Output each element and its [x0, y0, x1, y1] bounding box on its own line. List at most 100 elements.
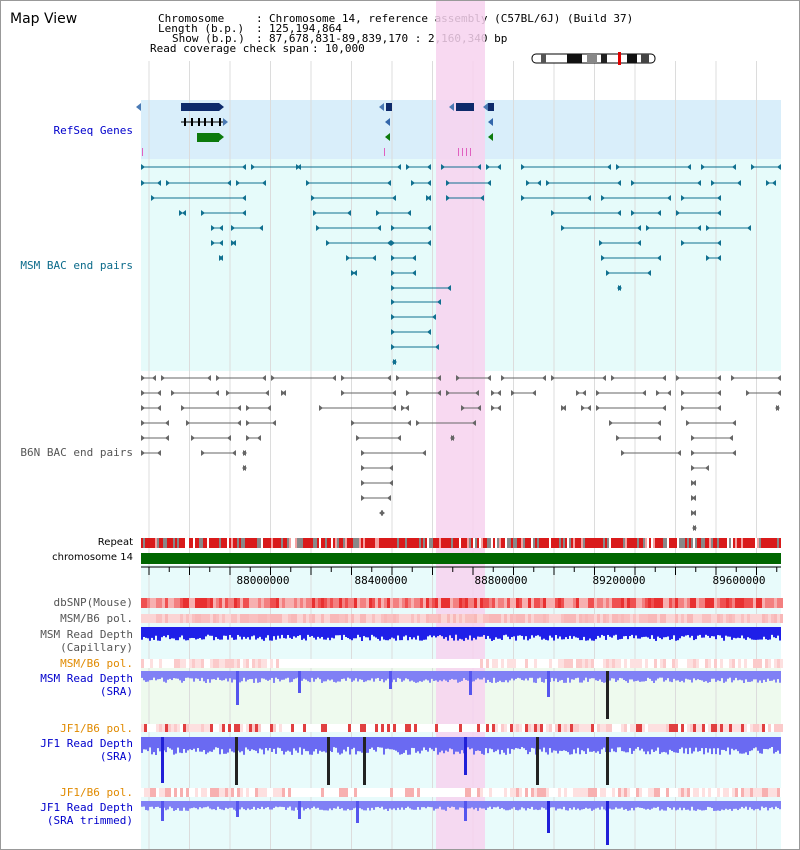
msm-b6-pol-sra-track-cell [279, 659, 282, 668]
jf1-depth-trimmed-bar [725, 801, 727, 809]
msm-b6-pol-track-cell [405, 614, 408, 623]
jf1-depth-sra-bar [321, 737, 323, 752]
jf1-depth-trimmed-bar [491, 801, 493, 810]
jf1-b6-pol-track-cell [777, 724, 780, 732]
jf1-depth-trimmed-bar [329, 801, 331, 809]
repeat-segment [287, 538, 289, 548]
track-label-msm-read-depth-capillary[interactable]: MSM Read Depth [40, 628, 133, 641]
track-label-msm-b6-pol[interactable]: MSM/B6 pol. [60, 612, 133, 625]
msm-b6-pol-sra-track-cell [573, 659, 576, 668]
msm-b6-pol-sra-track-cell [324, 659, 327, 668]
jf1-depth-sra-bar [405, 737, 407, 751]
dbsnp-track-cell [564, 598, 567, 608]
msm-bac-pair-end [697, 225, 701, 231]
msm-b6-pol-sra-track-cell [174, 659, 177, 668]
jf1-b6-pol-2-track-cell [150, 788, 153, 797]
jf1-b6-pol-track-cell [609, 724, 612, 732]
jf1-b6-pol-track-cell [168, 724, 171, 732]
msm-depth-sra-bar [493, 671, 495, 678]
jf1-b6-pol-track-cell [630, 724, 633, 732]
msm-depth-capillary-bar [685, 627, 687, 636]
track-label-msm-bac[interactable]: MSM BAC end pairs [20, 259, 133, 272]
jf1-depth-trimmed-bar [313, 801, 315, 807]
msm-depth-capillary-bar [621, 627, 623, 639]
repeat-segment [645, 538, 647, 548]
jf1-depth-sra-bar [267, 737, 269, 751]
msm-b6-pol-track-cell [570, 614, 573, 623]
msm-depth-sra-bar [453, 671, 455, 680]
jf1-depth-trimmed-bar [149, 801, 151, 807]
repeat-segment [473, 538, 475, 548]
msm-depth-capillary-bar [291, 627, 293, 639]
track-label-dbsnp[interactable]: dbSNP(Mouse) [53, 596, 133, 609]
msm-b6-pol-sra-track-cell [720, 659, 723, 668]
jf1-depth-trimmed-bar [489, 801, 491, 807]
repeat-segment [499, 538, 501, 548]
track-label-jf1-b6-pol-2[interactable]: JF1/B6 pol. [60, 786, 133, 799]
msm-b6-pol-sra-track-cell [528, 659, 531, 668]
jf1-b6-pol-2-track-cell [384, 788, 387, 797]
jf1-depth-sra-bar [619, 737, 621, 748]
msm-b6-pol-sra-track-cell [342, 659, 345, 668]
dbsnp-track-cell [339, 598, 342, 608]
msm-depth-sra-bar [499, 671, 501, 681]
jf1-depth-sra-bar [479, 737, 481, 751]
msm-depth-sra-bar [257, 671, 259, 683]
track-label-msm-b6-pol-sra[interactable]: MSM/B6 pol. [60, 657, 133, 670]
repeat-segment [703, 538, 705, 548]
msm-depth-sra-bar [225, 671, 227, 679]
jf1-b6-pol-2-track-cell [486, 788, 489, 797]
msm-b6-pol-track-cell [774, 614, 777, 623]
repeat-segment [199, 538, 201, 548]
jf1-depth-sra-bar [381, 737, 383, 748]
msm-b6-pol-track-cell [474, 614, 477, 623]
msm-b6-pol-sra-track-cell [447, 659, 450, 668]
msm-bac-pair-end [587, 195, 591, 201]
jf1-depth-sra-bar [485, 737, 487, 749]
repeat-segment [449, 538, 451, 548]
dbsnp-track-cell [534, 598, 537, 608]
msm-bac-pair-end [251, 164, 255, 170]
repeat-segment [587, 538, 589, 548]
jf1-depth-sra-bar [195, 737, 197, 752]
jf1-depth-trimmed-bar [253, 801, 255, 807]
jf1-b6-pol-track-cell [147, 724, 150, 732]
repeat-segment [217, 538, 219, 548]
msm-depth-capillary-bar [419, 627, 421, 641]
msm-depth-capillary-bar [543, 627, 545, 639]
jf1-b6-pol-track-cell [300, 724, 303, 732]
jf1-depth-sra-bar [411, 737, 413, 748]
msm-depth-capillary-bar [429, 627, 431, 636]
repeat-segment [677, 538, 679, 548]
jf1-b6-pol-track-cell [399, 724, 402, 732]
jf1-depth-sra-bar [583, 737, 585, 752]
jf1-depth-trimmed-bar [573, 801, 575, 808]
msm-depth-sra-bar [443, 671, 445, 680]
msm-depth-capillary-bar [571, 627, 573, 639]
jf1-depth-trimmed-bar [227, 801, 229, 809]
repeat-segment [297, 538, 299, 548]
msm-depth-capillary-bar [409, 627, 411, 638]
track-label-jf1-read-depth-sra[interactable]: JF1 Read Depth [40, 737, 133, 750]
msm-depth-sra-bar [267, 671, 269, 681]
msm-depth-sra-bar [347, 671, 349, 678]
jf1-depth-trimmed-bar [461, 801, 463, 808]
jf1-depth-sra-spike [363, 737, 366, 785]
msm-b6-pol-sra-track-cell [771, 659, 774, 668]
dbsnp-track-cell [606, 598, 609, 608]
track-label-msm-read-depth-sra[interactable]: MSM Read Depth [40, 672, 133, 685]
jf1-depth-trimmed-bar [181, 801, 183, 811]
track-label-jf1-b6-pol[interactable]: JF1/B6 pol. [60, 722, 133, 735]
jf1-b6-pol-2-track-cell [342, 788, 345, 797]
jf1-depth-trimmed-bar [511, 801, 513, 809]
jf1-b6-pol-2-track-cell [435, 788, 438, 797]
jf1-depth-sra-bar [241, 737, 243, 752]
msm-b6-pol-sra-track-cell [477, 659, 480, 668]
track-label-refseq-genes[interactable]: RefSeq Genes [53, 124, 133, 137]
jf1-depth-sra-bar [319, 737, 321, 751]
track-label-jf1-read-depth-trimmed[interactable]: JF1 Read Depth [40, 801, 133, 814]
track-label-b6n-bac[interactable]: B6N BAC end pairs [20, 446, 133, 459]
jf1-b6-pol-track-cell [258, 724, 261, 732]
jf1-depth-trimmed-bar [189, 801, 191, 809]
